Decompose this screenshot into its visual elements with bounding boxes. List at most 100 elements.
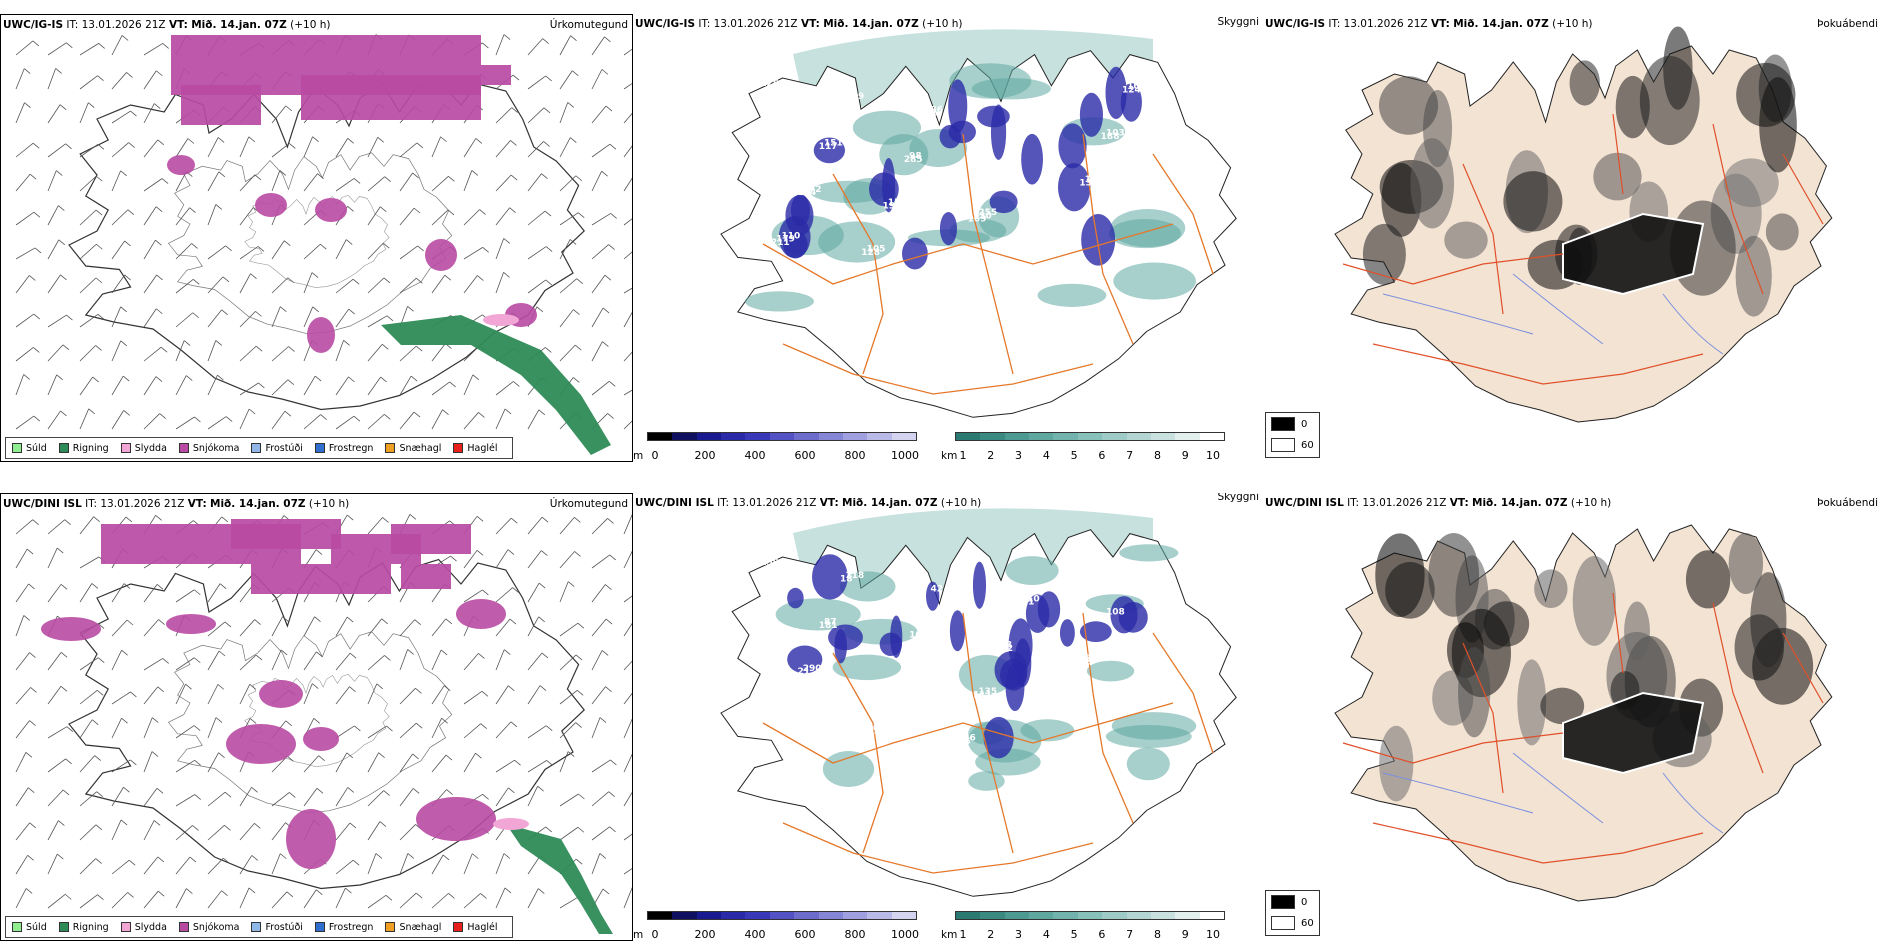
wind-barb-flag xyxy=(96,244,102,249)
wind-barb-flag xyxy=(126,72,132,77)
wind-barb-flag xyxy=(225,792,231,797)
legend-label: Frostregn xyxy=(329,443,374,454)
low-visibility-area xyxy=(1006,556,1059,585)
wind-barb xyxy=(400,754,413,772)
wind-barb xyxy=(272,106,286,123)
cover-swatch xyxy=(1271,438,1295,452)
wind-barb xyxy=(304,137,313,157)
wind-barb-flag xyxy=(218,684,224,689)
snow-area xyxy=(456,599,506,629)
colorbar-cell xyxy=(956,433,980,440)
wind-barb xyxy=(16,41,33,55)
wind-barb xyxy=(240,311,255,327)
wind-barb-flag xyxy=(382,344,388,349)
snow-area xyxy=(416,797,496,841)
wind-barb xyxy=(528,583,539,602)
cover-label: 0 xyxy=(1301,419,1307,430)
wind-barb xyxy=(560,345,575,361)
wind-barb xyxy=(208,584,220,602)
wind-barb-flag xyxy=(127,620,133,625)
precip-legend: Súld Rigning Slydda Snjókoma Frostúði Frostre… xyxy=(5,916,513,938)
cloud-base-area xyxy=(1080,93,1103,137)
legend-swatch xyxy=(179,443,189,453)
colorbar-cell xyxy=(892,912,916,919)
wind-barb xyxy=(592,619,606,636)
wind-barb xyxy=(144,788,157,806)
wind-barb-flag xyxy=(544,141,550,146)
wind-barb xyxy=(496,208,510,225)
snow-area xyxy=(303,727,339,751)
wind-barb-flag xyxy=(477,276,483,281)
wind-barb-flag xyxy=(481,724,487,729)
wind-barb xyxy=(80,690,97,704)
wind-barb-flag xyxy=(441,650,447,655)
wind-barb xyxy=(112,341,121,361)
colorbar-tick: 400 xyxy=(745,449,766,462)
wind-barb xyxy=(16,69,24,89)
wind-barb xyxy=(240,655,256,670)
wind-barb xyxy=(432,410,443,429)
wind-barb-flag xyxy=(545,211,551,216)
wind-barb xyxy=(144,752,152,772)
wind-barb xyxy=(624,245,633,259)
wind-barb-flag xyxy=(570,138,576,143)
wind-barb-flag xyxy=(34,314,40,319)
wind-barb xyxy=(112,35,122,55)
wind-barb-flag xyxy=(56,68,62,73)
wind-barb xyxy=(16,721,29,738)
wind-barb xyxy=(272,892,287,908)
wind-barb-flag xyxy=(192,243,198,248)
cover-legend-top: 0 60 xyxy=(1265,412,1320,458)
colorbar-cell xyxy=(1029,912,1053,919)
wind-barb xyxy=(16,823,30,840)
wind-barb-flag xyxy=(156,207,162,212)
wind-barb xyxy=(560,655,576,670)
wind-barb-flag xyxy=(546,76,552,81)
precip-map xyxy=(1,494,633,941)
cloud-base-value: 82 xyxy=(883,680,896,690)
wind-barb xyxy=(80,43,99,55)
wind-barb-flag xyxy=(319,756,325,761)
wind-barb-flag xyxy=(34,212,40,217)
wind-barb-flag xyxy=(538,786,544,791)
wind-barb xyxy=(592,245,609,259)
wind-barb xyxy=(560,551,575,568)
wind-barb xyxy=(496,238,504,259)
wind-barb-flag xyxy=(441,137,447,142)
precip-legend: Súld Rigning Slydda Snjókoma Frostúði Frostre… xyxy=(5,437,513,459)
wind-barb xyxy=(80,895,97,908)
wind-barb xyxy=(144,275,157,293)
wind-barb xyxy=(240,175,255,191)
wind-barb xyxy=(496,686,508,704)
colorbar-cell xyxy=(892,433,916,440)
wind-barb xyxy=(624,654,633,670)
wind-barb xyxy=(528,551,541,568)
colorbar-cell xyxy=(819,433,843,440)
wind-barb xyxy=(624,862,633,874)
wind-barb-flag xyxy=(448,893,454,898)
wind-barb-flag xyxy=(344,340,350,345)
wind-barb-flag xyxy=(26,752,32,757)
wind-barb xyxy=(592,144,610,157)
wind-barb xyxy=(560,752,568,772)
wind-barb xyxy=(624,212,633,225)
wind-barb xyxy=(272,170,280,191)
wind-barb xyxy=(400,346,416,361)
wind-barb-flag xyxy=(222,517,228,522)
cloud-base-value: 181 xyxy=(819,621,838,631)
wind-barb-flag xyxy=(609,245,615,250)
wind-barb xyxy=(176,139,188,157)
fog-indicator-area xyxy=(1444,222,1487,259)
snow-area xyxy=(181,85,261,125)
wind-barb-flag xyxy=(347,515,353,520)
wind-barb xyxy=(432,755,446,772)
wind-barb xyxy=(48,144,66,157)
wind-barb xyxy=(336,178,354,191)
wind-barb-flag xyxy=(252,787,258,792)
wind-barb-flag xyxy=(249,888,255,893)
fog-indicator-area xyxy=(1729,533,1763,594)
wind-barb xyxy=(16,549,27,568)
wind-barb xyxy=(400,688,415,704)
wind-barb xyxy=(176,889,186,908)
wind-barb-flag xyxy=(444,686,450,691)
